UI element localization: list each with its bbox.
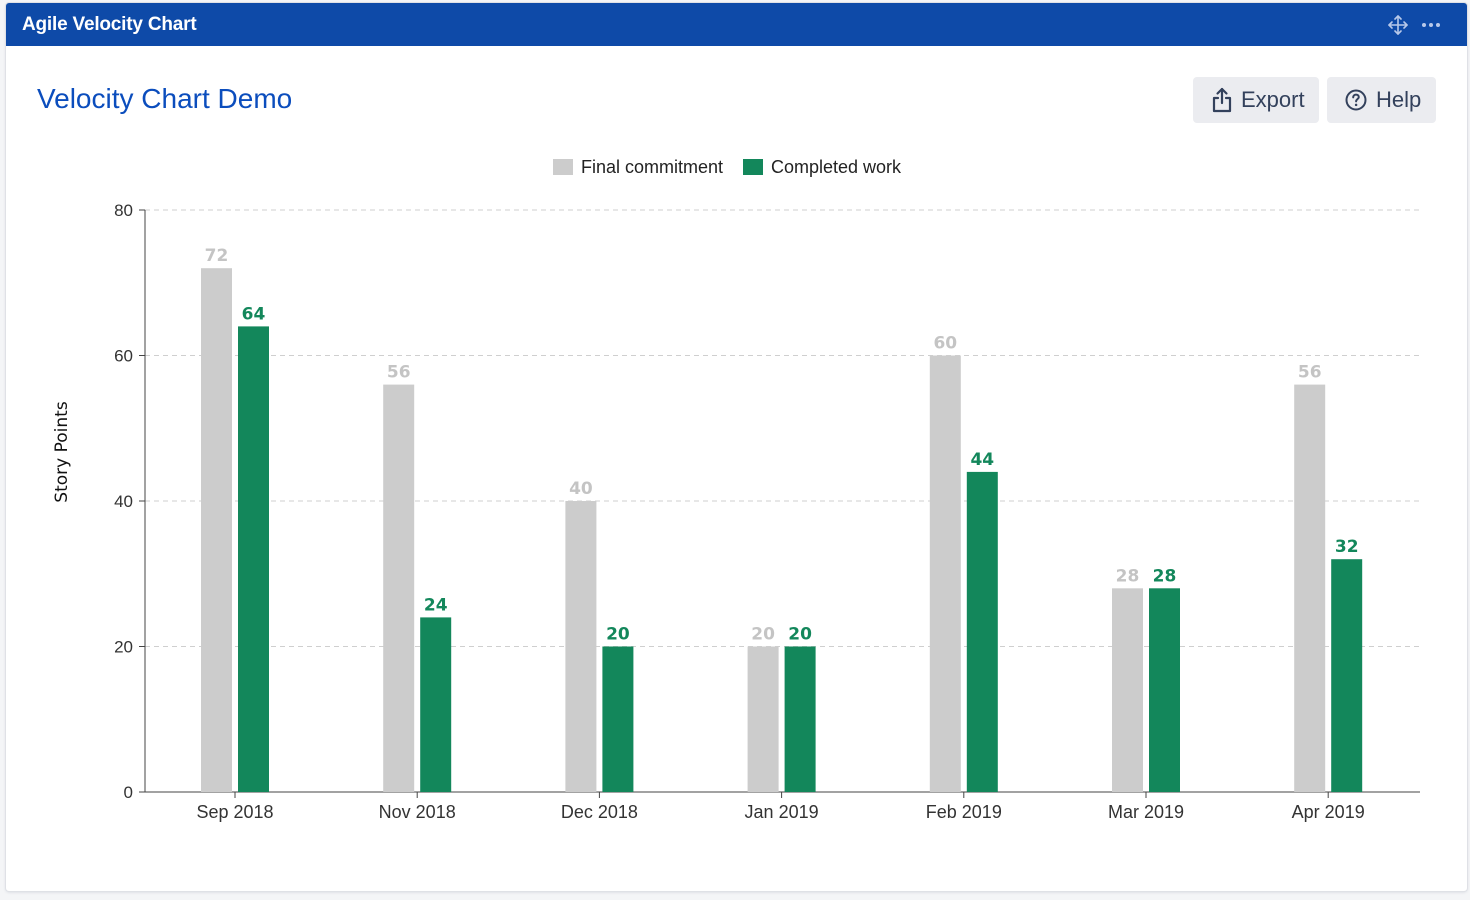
bar-completed-work[interactable] (602, 646, 634, 793)
legend-label: Completed work (771, 157, 902, 177)
gadget-titlebar: Agile Velocity Chart (6, 3, 1467, 46)
share-icon (1212, 87, 1232, 113)
velocity-gadget: Agile Velocity Chart Velocity Chart (6, 3, 1467, 891)
bar-final-commitment[interactable] (929, 355, 961, 793)
data-label: 20 (606, 625, 630, 645)
y-tick-label: 20 (114, 638, 133, 657)
data-label: 28 (1116, 566, 1140, 586)
data-label: 20 (751, 625, 775, 645)
x-tick-label: Mar 2019 (1108, 802, 1184, 822)
bar-completed-work[interactable] (420, 617, 452, 792)
legend-label: Final commitment (581, 157, 723, 177)
data-label: 56 (387, 363, 411, 383)
help-label: Help (1376, 87, 1422, 112)
bar-completed-work[interactable] (1331, 559, 1363, 792)
x-tick-label: Jan 2019 (745, 802, 819, 822)
bar-final-commitment[interactable] (201, 268, 232, 792)
x-tick-label: Nov 2018 (379, 802, 456, 822)
bar-final-commitment[interactable] (383, 384, 415, 792)
y-tick-label: 40 (114, 492, 133, 511)
x-tick-label: Sep 2018 (196, 802, 273, 822)
more-icon[interactable] (1419, 13, 1443, 37)
data-label: 60 (933, 334, 957, 354)
move-icon[interactable] (1386, 13, 1410, 37)
y-tick-label: 0 (124, 783, 133, 802)
bar-final-commitment[interactable] (747, 646, 779, 793)
bar-final-commitment[interactable] (565, 501, 597, 792)
velocity-chart: 0 20 40 60 80 Story Points Final commitment Com… (52, 157, 1420, 822)
y-axis-label: Story Points (52, 401, 72, 503)
legend-swatch (743, 159, 763, 175)
bar-completed-work[interactable] (784, 646, 816, 793)
help-circle-icon (1345, 89, 1367, 111)
data-label: 44 (970, 450, 994, 470)
data-label: 24 (424, 595, 448, 615)
legend-swatch (553, 159, 573, 175)
y-tick-label: 80 (114, 201, 133, 220)
export-button[interactable]: Export (1193, 77, 1319, 123)
x-tick-label: Apr 2019 (1292, 802, 1365, 822)
bar-final-commitment[interactable] (1112, 588, 1143, 792)
data-label: 20 (788, 625, 812, 645)
x-tick-label: Dec 2018 (561, 802, 638, 822)
data-label: 32 (1335, 537, 1359, 557)
bar-completed-work[interactable] (966, 471, 998, 792)
gadget-title: Agile Velocity Chart (22, 14, 197, 35)
page-title: Velocity Chart Demo (37, 83, 293, 114)
bar-completed-work[interactable] (238, 326, 269, 792)
x-tick-label: Feb 2019 (926, 802, 1002, 822)
bar-completed-work[interactable] (1149, 588, 1180, 792)
data-label: 56 (1298, 363, 1322, 383)
data-label: 28 (1153, 566, 1177, 586)
data-label: 72 (205, 246, 229, 266)
data-label: 40 (569, 479, 593, 499)
export-label: Export (1241, 87, 1305, 112)
data-label: 64 (242, 304, 266, 324)
y-tick-label: 60 (114, 347, 133, 366)
help-button[interactable]: Help (1327, 77, 1436, 123)
bar-final-commitment[interactable] (1294, 384, 1326, 792)
